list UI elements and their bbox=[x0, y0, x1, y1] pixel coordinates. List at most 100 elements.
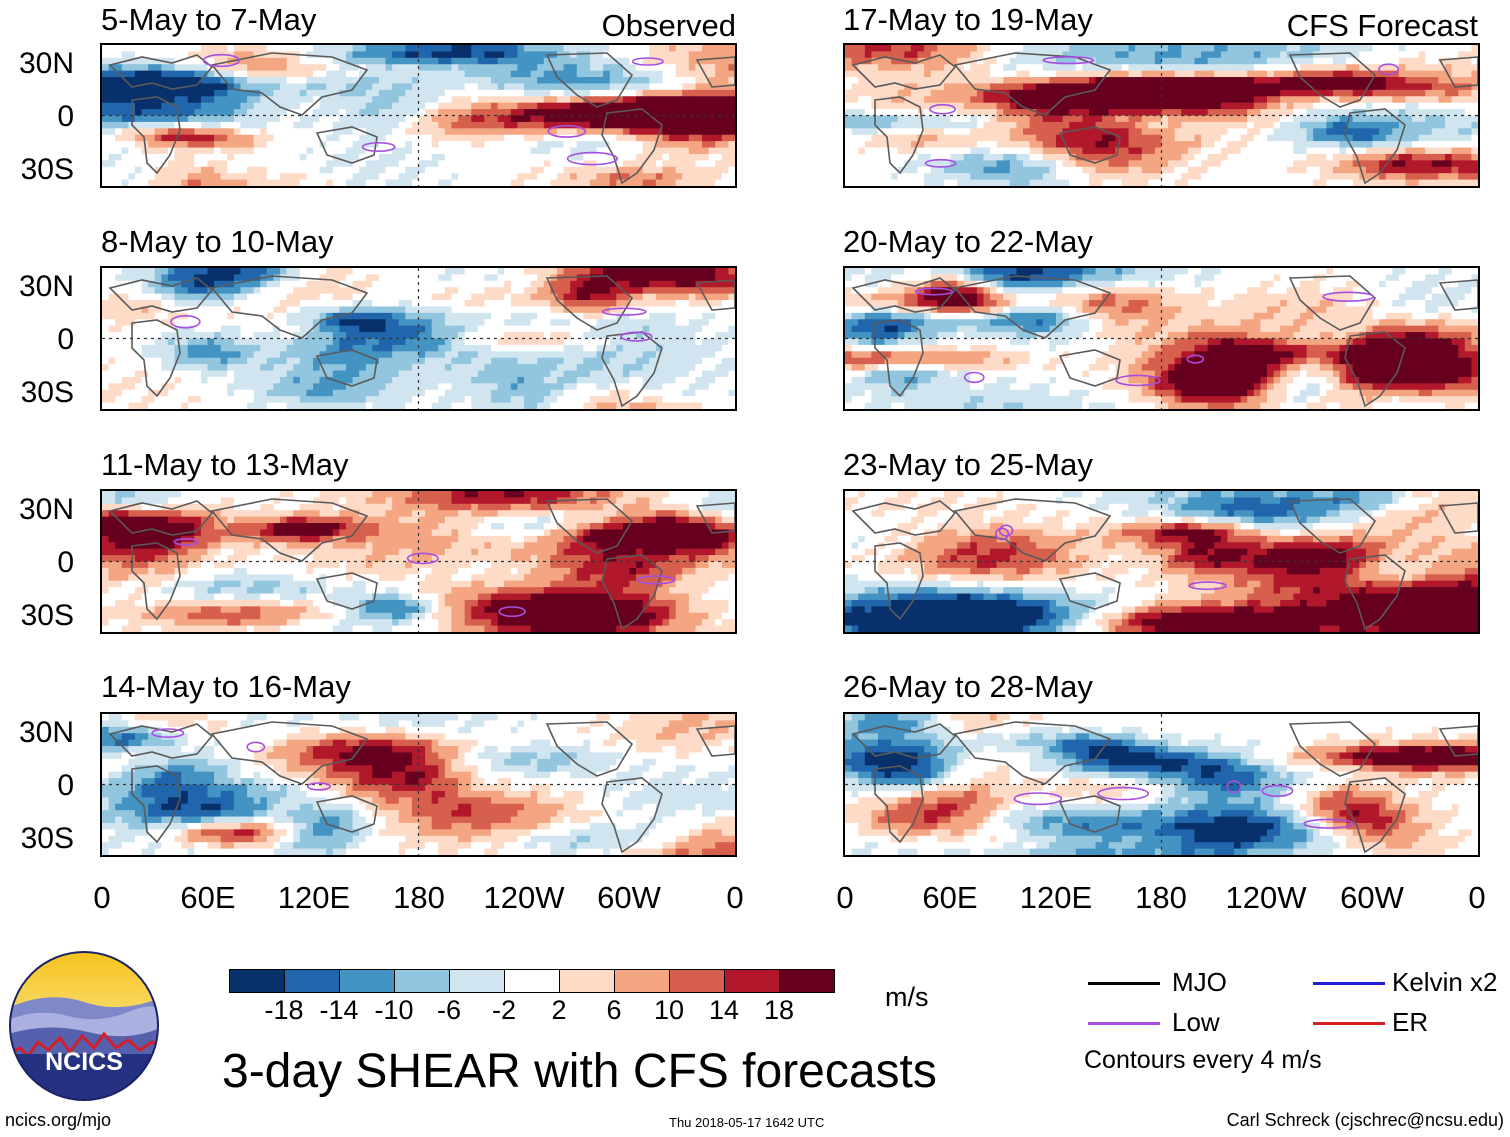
shear-cell bbox=[695, 497, 703, 505]
shear-cell bbox=[154, 338, 162, 346]
shear-cell bbox=[411, 179, 420, 186]
shear-cell bbox=[299, 402, 307, 409]
shear-cell bbox=[537, 179, 545, 186]
shear-cell bbox=[306, 351, 314, 359]
shear-cell bbox=[418, 51, 426, 59]
shear-cell bbox=[688, 510, 697, 518]
shear-cell bbox=[589, 280, 598, 288]
shear-cell bbox=[418, 396, 426, 404]
shear-cell bbox=[596, 351, 604, 359]
shear-cell bbox=[194, 96, 202, 104]
shear-cell bbox=[227, 319, 235, 327]
shear-cell bbox=[273, 300, 281, 308]
shear-cell bbox=[398, 274, 406, 282]
shear-cell bbox=[662, 160, 670, 168]
shear-cell bbox=[141, 109, 149, 117]
shear-cell bbox=[477, 510, 486, 518]
shear-cell bbox=[583, 141, 591, 149]
shear-cell bbox=[622, 51, 631, 59]
shear-cell bbox=[530, 351, 538, 359]
shear-cell bbox=[154, 280, 162, 288]
shear-cell bbox=[616, 529, 624, 537]
shear-cell bbox=[589, 77, 598, 85]
shear-cell bbox=[207, 128, 215, 136]
shear-cell bbox=[233, 529, 242, 537]
shear-cell bbox=[497, 535, 505, 543]
shear-cell bbox=[721, 134, 729, 142]
shear-cell bbox=[161, 102, 169, 110]
shear-cell bbox=[319, 173, 327, 181]
shear-cell bbox=[425, 357, 433, 365]
shear-cell bbox=[550, 293, 558, 301]
shear-cell bbox=[326, 402, 334, 409]
shear-cell bbox=[622, 179, 631, 186]
shear-cell bbox=[715, 523, 723, 531]
shear-cell bbox=[121, 166, 129, 174]
shear-cell bbox=[200, 306, 209, 314]
shear-cell bbox=[458, 497, 466, 505]
shear-cell bbox=[227, 166, 235, 174]
shear-cell bbox=[365, 491, 373, 499]
shear-cell bbox=[662, 300, 670, 308]
shear-cell bbox=[425, 351, 433, 359]
shear-cell bbox=[477, 115, 486, 123]
shear-cell bbox=[141, 160, 149, 168]
shear-cell bbox=[675, 516, 683, 524]
shear-cell bbox=[636, 179, 644, 186]
shear-cell bbox=[524, 96, 532, 104]
shear-cell bbox=[649, 115, 657, 123]
shear-cell bbox=[273, 77, 281, 85]
shear-cell bbox=[385, 306, 393, 314]
shear-cell bbox=[556, 83, 565, 91]
shear-cell bbox=[576, 491, 584, 499]
shear-cell bbox=[695, 529, 703, 537]
shear-cell bbox=[570, 325, 578, 333]
shear-cell bbox=[115, 166, 123, 174]
shear-cell bbox=[425, 364, 433, 372]
shear-cell bbox=[200, 141, 209, 149]
shear-cell bbox=[187, 383, 195, 391]
shear-cell bbox=[669, 274, 677, 282]
shear-cell bbox=[570, 45, 578, 53]
shear-cell bbox=[339, 364, 347, 372]
shear-cell bbox=[181, 147, 189, 155]
shear-cell bbox=[187, 89, 195, 97]
shear-cell bbox=[365, 396, 373, 404]
shear-cell bbox=[530, 121, 538, 129]
shear-cell bbox=[181, 319, 189, 327]
shear-cell bbox=[194, 312, 202, 320]
shear-cell bbox=[517, 83, 525, 91]
shear-cell bbox=[655, 312, 664, 320]
shear-cell bbox=[359, 109, 367, 117]
shear-cell bbox=[484, 109, 492, 117]
shear-cell bbox=[444, 89, 453, 97]
shear-cell bbox=[675, 523, 683, 531]
shear-cell bbox=[695, 57, 703, 65]
shear-cell bbox=[438, 529, 446, 537]
shear-cell bbox=[721, 77, 729, 85]
shear-cell bbox=[187, 166, 195, 174]
shear-cell bbox=[326, 173, 334, 181]
shear-cell bbox=[629, 396, 637, 404]
shear-cell bbox=[385, 376, 393, 384]
shear-cell bbox=[326, 89, 334, 97]
shear-cell bbox=[517, 51, 525, 59]
shear-cell bbox=[682, 179, 690, 186]
shear-cell bbox=[622, 396, 631, 404]
shear-cell bbox=[510, 179, 518, 186]
shear-cell bbox=[167, 109, 176, 117]
shear-cell bbox=[418, 70, 426, 78]
shear-cell bbox=[365, 96, 373, 104]
shear-cell bbox=[167, 293, 176, 301]
shear-cell bbox=[247, 121, 255, 129]
shear-cell bbox=[313, 51, 321, 59]
shear-cell bbox=[161, 77, 169, 85]
shear-cell bbox=[121, 45, 129, 53]
shear-cell bbox=[563, 173, 571, 181]
shear-cell bbox=[214, 57, 222, 65]
shear-cell bbox=[299, 293, 307, 301]
shear-cell bbox=[121, 160, 129, 168]
shear-cell bbox=[345, 396, 354, 404]
shear-cell bbox=[431, 389, 439, 397]
shear-cell bbox=[444, 179, 453, 186]
